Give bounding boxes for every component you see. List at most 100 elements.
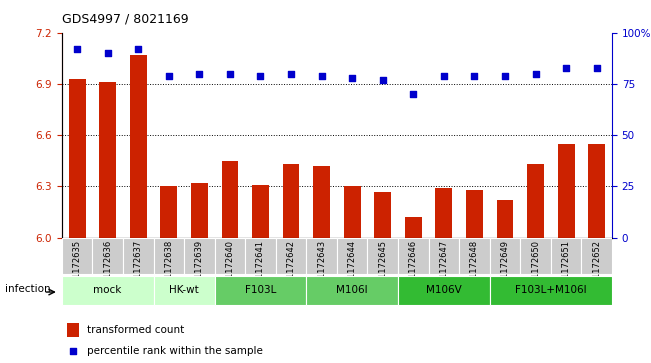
Text: GSM1172647: GSM1172647 xyxy=(439,240,449,296)
Bar xyxy=(100,82,116,238)
Bar xyxy=(581,33,612,238)
Text: percentile rank within the sample: percentile rank within the sample xyxy=(87,346,262,356)
Bar xyxy=(307,276,398,305)
Bar xyxy=(589,144,605,238)
Text: GSM1172649: GSM1172649 xyxy=(501,240,510,295)
Bar xyxy=(490,33,520,238)
Bar xyxy=(551,33,581,238)
Bar xyxy=(307,238,337,274)
Bar xyxy=(276,33,307,238)
Text: HK-wt: HK-wt xyxy=(169,285,199,295)
Bar xyxy=(313,166,330,238)
Point xyxy=(102,50,113,56)
Bar xyxy=(245,238,276,274)
Text: GSM1172650: GSM1172650 xyxy=(531,240,540,295)
Point xyxy=(255,73,266,79)
Bar xyxy=(405,217,422,238)
Point xyxy=(72,46,82,52)
Bar xyxy=(154,276,215,305)
Bar xyxy=(245,33,276,238)
Bar xyxy=(520,238,551,274)
Point xyxy=(68,348,79,354)
Text: GSM1172638: GSM1172638 xyxy=(164,240,173,296)
Bar xyxy=(459,33,490,238)
Bar xyxy=(398,33,428,238)
Text: GSM1172635: GSM1172635 xyxy=(73,240,81,296)
Bar xyxy=(459,238,490,274)
Bar xyxy=(62,33,92,238)
Bar xyxy=(558,144,574,238)
Text: GSM1172648: GSM1172648 xyxy=(470,240,479,296)
Bar xyxy=(276,33,307,238)
Text: F103L: F103L xyxy=(245,285,276,295)
Text: GSM1172651: GSM1172651 xyxy=(562,240,570,295)
Bar xyxy=(215,33,245,238)
Text: M106V: M106V xyxy=(426,285,462,295)
Bar xyxy=(123,238,154,274)
Point xyxy=(469,73,480,79)
Bar xyxy=(92,33,123,238)
Text: mock: mock xyxy=(94,285,122,295)
Bar xyxy=(436,188,452,238)
Text: GSM1172637: GSM1172637 xyxy=(133,240,143,296)
Bar xyxy=(283,164,299,238)
Text: GSM1172636: GSM1172636 xyxy=(104,240,112,296)
Bar xyxy=(490,276,612,305)
Bar xyxy=(221,161,238,238)
Point xyxy=(194,71,204,77)
Bar xyxy=(551,33,581,238)
Bar xyxy=(67,323,79,337)
Bar xyxy=(307,33,337,238)
Point xyxy=(592,65,602,70)
Text: GSM1172644: GSM1172644 xyxy=(348,240,357,295)
Bar xyxy=(215,276,307,305)
Text: transformed count: transformed count xyxy=(87,325,184,335)
Bar xyxy=(428,33,459,238)
Bar xyxy=(459,33,490,238)
Point xyxy=(163,73,174,79)
Point xyxy=(378,77,388,83)
Text: GSM1172645: GSM1172645 xyxy=(378,240,387,295)
Point xyxy=(225,71,235,77)
Bar xyxy=(527,164,544,238)
Bar xyxy=(160,187,177,238)
Bar xyxy=(490,238,520,274)
Text: GSM1172643: GSM1172643 xyxy=(317,240,326,296)
Bar xyxy=(245,33,276,238)
Bar xyxy=(398,33,428,238)
Bar xyxy=(154,33,184,238)
Bar xyxy=(92,238,123,274)
Bar xyxy=(337,33,367,238)
Point xyxy=(561,65,572,70)
Point xyxy=(500,73,510,79)
Bar xyxy=(130,55,146,238)
Bar xyxy=(62,276,154,305)
Text: GSM1172641: GSM1172641 xyxy=(256,240,265,295)
Bar xyxy=(62,33,92,238)
Bar xyxy=(215,33,245,238)
Bar xyxy=(581,33,612,238)
Bar xyxy=(123,33,154,238)
Bar xyxy=(69,79,85,238)
Bar xyxy=(276,238,307,274)
Bar xyxy=(337,238,367,274)
Point xyxy=(316,73,327,79)
Bar xyxy=(92,33,123,238)
Bar xyxy=(398,238,428,274)
Bar xyxy=(154,238,184,274)
Text: GSM1172639: GSM1172639 xyxy=(195,240,204,296)
Bar xyxy=(184,33,215,238)
Bar xyxy=(581,238,612,274)
Text: M106I: M106I xyxy=(337,285,368,295)
Bar xyxy=(367,238,398,274)
Bar xyxy=(428,33,459,238)
Bar xyxy=(344,187,361,238)
Bar xyxy=(497,200,514,238)
Bar xyxy=(428,238,459,274)
Bar xyxy=(551,238,581,274)
Text: GSM1172646: GSM1172646 xyxy=(409,240,418,296)
Point xyxy=(133,46,143,52)
Point xyxy=(408,91,419,97)
Bar xyxy=(520,33,551,238)
Text: GSM1172640: GSM1172640 xyxy=(225,240,234,295)
